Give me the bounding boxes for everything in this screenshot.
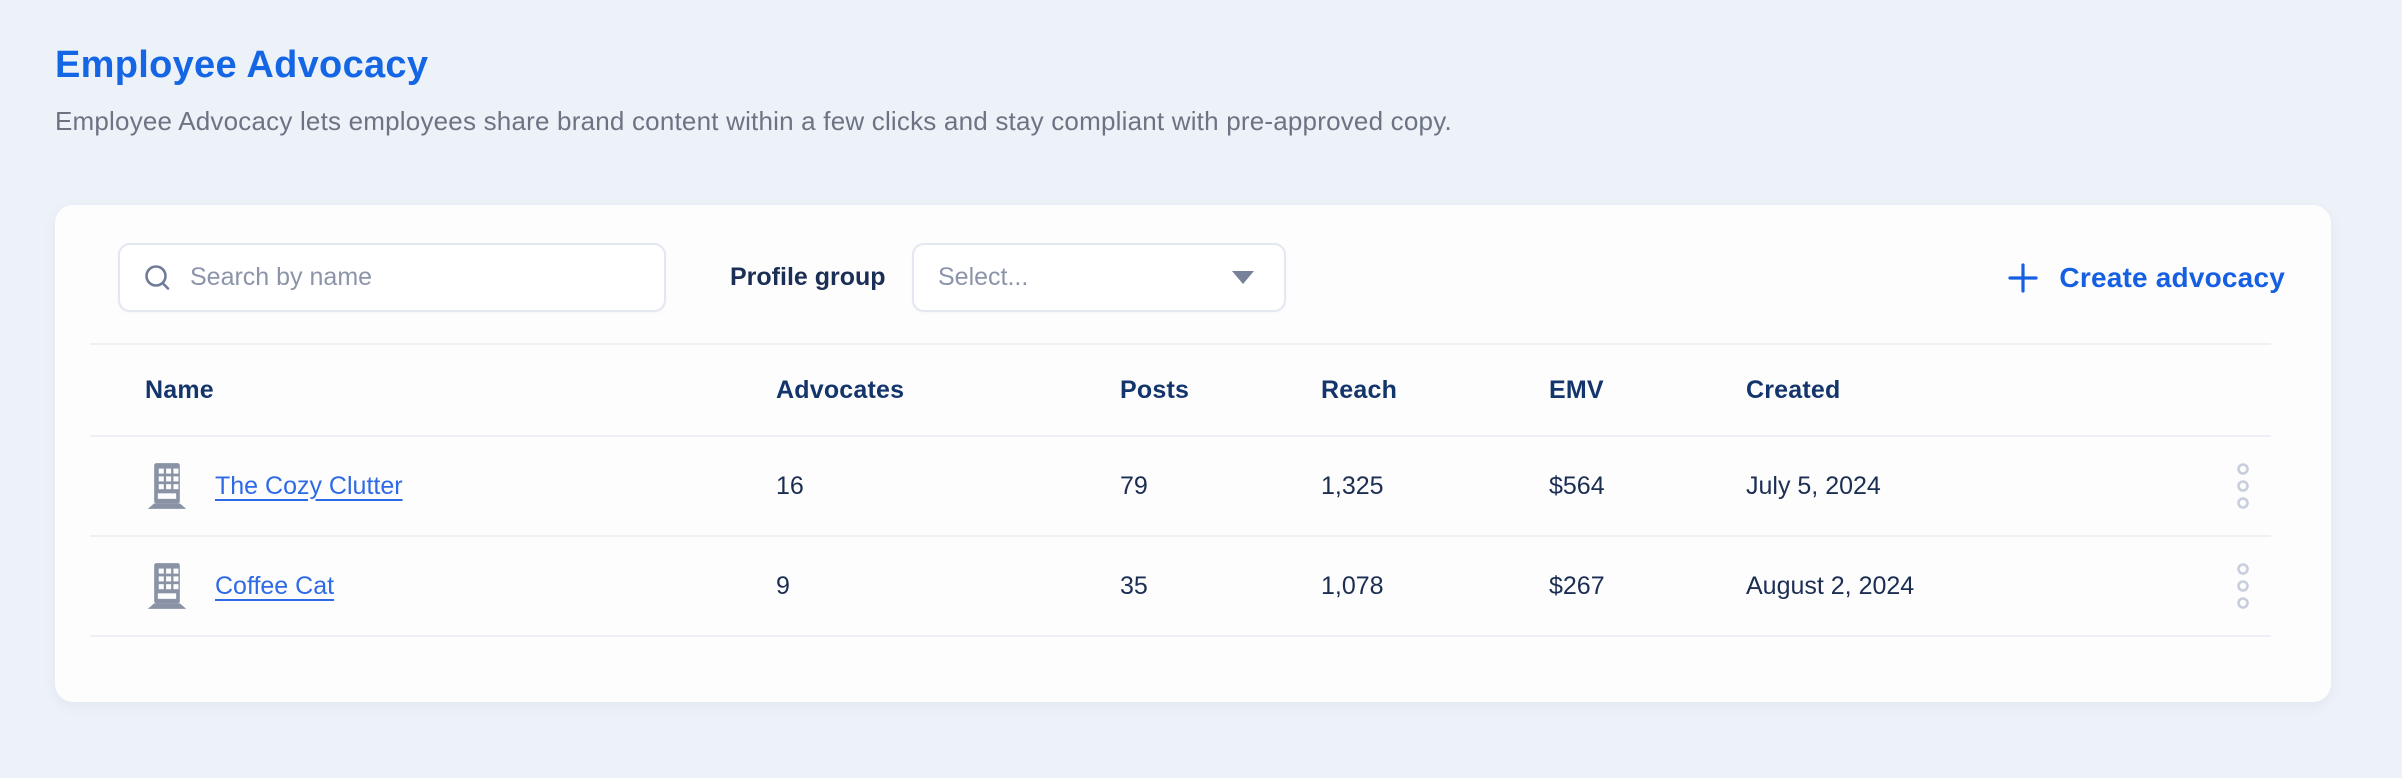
table-header-row: Name Advocates Posts Reach EMV Created bbox=[90, 343, 2271, 437]
column-header-emv: EMV bbox=[1549, 375, 1604, 404]
emv-cell: $267 bbox=[1549, 571, 1605, 600]
profile-group-label: Profile group bbox=[730, 263, 886, 291]
advocacy-table: Name Advocates Posts Reach EMV Created bbox=[90, 343, 2271, 637]
advocacy-card: Profile group Select... Create advocacy … bbox=[55, 205, 2331, 702]
plus-icon bbox=[2008, 262, 2039, 293]
page-subtitle: Employee Advocacy lets employees share b… bbox=[55, 106, 1452, 136]
table-row: The Cozy Clutter 16 79 1,325 $564 July 5… bbox=[90, 437, 2271, 537]
chevron-down-icon bbox=[1232, 271, 1254, 284]
search-icon bbox=[145, 264, 170, 290]
row-actions-button[interactable] bbox=[2215, 556, 2271, 616]
page-title: Employee Advocacy bbox=[55, 44, 429, 86]
column-header-posts: Posts bbox=[1120, 375, 1190, 404]
advocates-cell: 9 bbox=[776, 571, 790, 600]
building-icon bbox=[147, 563, 187, 609]
created-cell: July 5, 2024 bbox=[1746, 471, 1881, 500]
table-row: Coffee Cat 9 35 1,078 $267 August 2, 202… bbox=[90, 537, 2271, 637]
advocacy-name-link[interactable]: Coffee Cat bbox=[215, 571, 335, 600]
column-header-created: Created bbox=[1746, 375, 1841, 404]
column-header-name: Name bbox=[145, 375, 214, 404]
profile-group-select[interactable]: Select... bbox=[912, 243, 1286, 312]
kebab-menu-icon bbox=[2237, 563, 2249, 609]
select-placeholder: Select... bbox=[938, 263, 1029, 291]
name-cell: Coffee Cat bbox=[90, 560, 776, 612]
row-actions-button[interactable] bbox=[2215, 456, 2271, 516]
emv-cell: $564 bbox=[1549, 471, 1605, 500]
search-box[interactable] bbox=[118, 243, 666, 312]
column-header-reach: Reach bbox=[1321, 375, 1398, 404]
posts-cell: 79 bbox=[1120, 471, 1148, 500]
created-cell: August 2, 2024 bbox=[1746, 571, 1915, 600]
advocacy-name-link[interactable]: The Cozy Clutter bbox=[215, 471, 403, 500]
posts-cell: 35 bbox=[1120, 571, 1148, 600]
kebab-menu-icon bbox=[2237, 463, 2249, 509]
reach-cell: 1,325 bbox=[1321, 471, 1384, 500]
create-advocacy-button[interactable]: Create advocacy bbox=[2005, 205, 2285, 350]
search-input[interactable] bbox=[190, 245, 652, 310]
advocates-cell: 16 bbox=[776, 471, 804, 500]
column-header-advocates: Advocates bbox=[776, 375, 905, 404]
create-advocacy-label: Create advocacy bbox=[2059, 261, 2285, 293]
name-cell: The Cozy Clutter bbox=[90, 460, 776, 512]
building-icon bbox=[147, 463, 187, 509]
reach-cell: 1,078 bbox=[1321, 571, 1384, 600]
